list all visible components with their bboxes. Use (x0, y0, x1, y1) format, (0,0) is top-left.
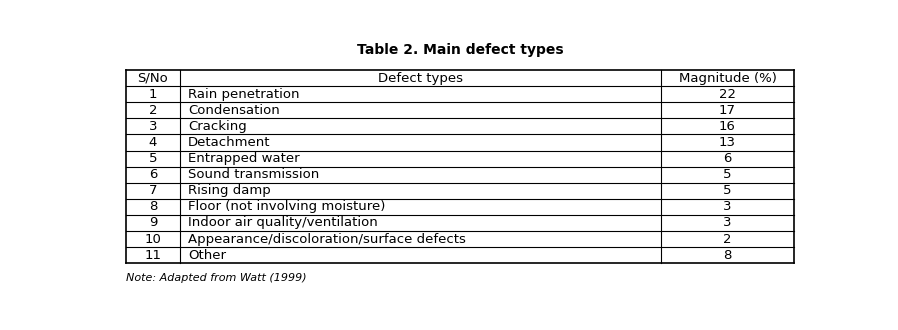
Text: 22: 22 (719, 88, 736, 101)
Text: Rising damp: Rising damp (188, 184, 270, 197)
Text: Appearance/discoloration/surface defects: Appearance/discoloration/surface defects (188, 233, 466, 246)
Text: Sound transmission: Sound transmission (188, 168, 319, 181)
Text: Floor (not involving moisture): Floor (not involving moisture) (188, 200, 385, 214)
Text: 10: 10 (145, 233, 162, 246)
Text: 6: 6 (149, 168, 157, 181)
Text: 2: 2 (149, 104, 157, 117)
Text: Defect types: Defect types (378, 72, 462, 84)
Text: 16: 16 (719, 120, 735, 133)
Text: 13: 13 (719, 136, 736, 149)
Text: 1: 1 (149, 88, 157, 101)
Text: Indoor air quality/ventilation: Indoor air quality/ventilation (188, 216, 378, 229)
Text: Detachment: Detachment (188, 136, 270, 149)
Text: Table 2. Main defect types: Table 2. Main defect types (357, 43, 564, 57)
Text: 5: 5 (723, 184, 732, 197)
Text: 2: 2 (723, 233, 732, 246)
Text: 8: 8 (149, 200, 157, 214)
Text: Entrapped water: Entrapped water (188, 152, 300, 165)
Text: Cracking: Cracking (188, 120, 247, 133)
Text: 8: 8 (723, 249, 732, 262)
Text: 3: 3 (723, 200, 732, 214)
Text: 17: 17 (719, 104, 736, 117)
Text: 4: 4 (149, 136, 157, 149)
Text: 5: 5 (723, 168, 732, 181)
Text: 3: 3 (149, 120, 157, 133)
Text: 5: 5 (149, 152, 157, 165)
Text: S/No: S/No (137, 72, 168, 84)
Text: 3: 3 (723, 216, 732, 229)
Text: Magnitude (%): Magnitude (%) (679, 72, 777, 84)
Text: Rain penetration: Rain penetration (188, 88, 299, 101)
Text: 7: 7 (149, 184, 157, 197)
Text: Condensation: Condensation (188, 104, 279, 117)
Text: 6: 6 (723, 152, 732, 165)
Text: Note: Adapted from Watt (1999): Note: Adapted from Watt (1999) (126, 273, 307, 283)
Text: 9: 9 (149, 216, 157, 229)
Text: 11: 11 (145, 249, 162, 262)
Text: Other: Other (188, 249, 226, 262)
